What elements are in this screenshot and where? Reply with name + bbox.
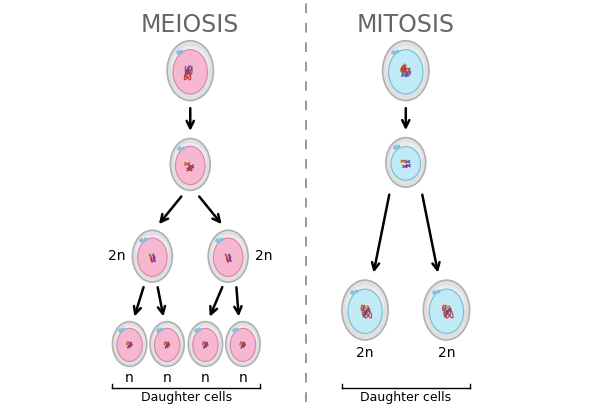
Ellipse shape xyxy=(136,235,169,268)
Ellipse shape xyxy=(389,50,423,94)
Text: 2n: 2n xyxy=(356,346,374,360)
Text: n: n xyxy=(201,371,210,385)
Ellipse shape xyxy=(214,238,243,277)
Ellipse shape xyxy=(348,289,382,333)
Ellipse shape xyxy=(173,50,207,94)
Ellipse shape xyxy=(174,143,207,177)
Text: MITOSIS: MITOSIS xyxy=(357,13,455,37)
Ellipse shape xyxy=(391,146,420,180)
Text: 2n: 2n xyxy=(438,346,455,360)
Ellipse shape xyxy=(387,46,425,85)
Text: MEIOSIS: MEIOSIS xyxy=(141,13,239,37)
Text: n: n xyxy=(239,371,247,385)
Ellipse shape xyxy=(212,235,245,268)
Ellipse shape xyxy=(424,280,469,340)
Ellipse shape xyxy=(167,41,214,100)
Ellipse shape xyxy=(226,322,260,366)
Ellipse shape xyxy=(193,328,218,361)
Ellipse shape xyxy=(428,285,466,324)
Ellipse shape xyxy=(150,322,184,366)
Ellipse shape xyxy=(229,326,257,355)
Ellipse shape xyxy=(342,280,388,340)
Ellipse shape xyxy=(430,289,464,333)
Ellipse shape xyxy=(117,328,143,361)
Ellipse shape xyxy=(230,328,256,361)
Text: 2n: 2n xyxy=(255,249,273,263)
Ellipse shape xyxy=(389,142,422,174)
Ellipse shape xyxy=(116,326,144,355)
Ellipse shape xyxy=(176,146,205,185)
Ellipse shape xyxy=(132,230,173,282)
Ellipse shape xyxy=(192,326,220,355)
Ellipse shape xyxy=(346,285,384,324)
Ellipse shape xyxy=(113,322,147,366)
Ellipse shape xyxy=(138,238,167,277)
Text: Daughter cells: Daughter cells xyxy=(360,391,451,404)
Text: n: n xyxy=(163,371,171,385)
Ellipse shape xyxy=(154,328,180,361)
Ellipse shape xyxy=(170,138,210,191)
Text: n: n xyxy=(125,371,134,385)
Ellipse shape xyxy=(188,322,223,366)
Text: Daughter cells: Daughter cells xyxy=(141,391,232,404)
Text: 2n: 2n xyxy=(108,249,125,263)
Ellipse shape xyxy=(171,46,209,85)
Ellipse shape xyxy=(386,137,426,187)
Ellipse shape xyxy=(382,41,429,100)
Ellipse shape xyxy=(153,326,181,355)
Ellipse shape xyxy=(208,230,248,282)
